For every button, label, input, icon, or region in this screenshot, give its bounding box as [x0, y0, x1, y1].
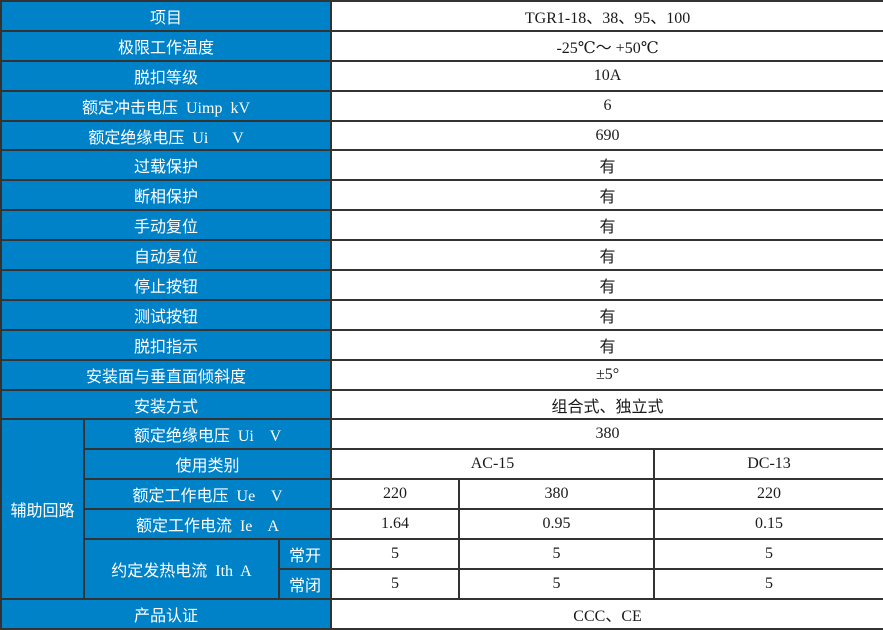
row-value: 有 [330, 209, 883, 242]
row-value: 有 [330, 298, 883, 331]
row-value: 690 [330, 119, 883, 152]
thermal-no-label: 常开 [277, 538, 333, 570]
row-label: 脱扣指示 [0, 328, 333, 361]
row-label: 额定绝缘电压 Ui V [82, 418, 333, 451]
row-value: 有 [330, 239, 883, 272]
row-value: 6 [330, 89, 883, 122]
aux-row-thermal-current-nc: 常闭 5 5 5 [1, 567, 883, 600]
thermal-nc-value-1: 5 [330, 567, 461, 600]
spec-row-trip-indication: 脱扣指示 有 [0, 328, 883, 361]
aux-row-utilization-category: 使用类别 AC-15 DC-13 [1, 448, 883, 481]
row-value: CCC、CE [330, 597, 883, 630]
category-ac-value: AC-15 [330, 448, 656, 481]
thermal-nc-value-2: 5 [458, 567, 656, 600]
row-label: 额定绝缘电压 Ui V [0, 119, 333, 152]
row-value: 有 [330, 149, 883, 182]
spec-row-mounting-tilt: 安装面与垂直面倾斜度 ±5° [0, 358, 883, 391]
spec-row-stop-button: 停止按钮 有 [0, 269, 883, 301]
spec-row-item: 项目 TGR1-18、38、95、100 [0, 0, 883, 32]
row-label: 使用类别 [82, 448, 333, 481]
row-label: 额定冲击电压 Uimp kV [0, 89, 333, 122]
row-label: 手动复位 [0, 209, 333, 242]
voltage-value-1: 220 [330, 478, 461, 511]
row-label: 极限工作温度 [0, 29, 333, 62]
voltage-value-3: 220 [653, 478, 883, 511]
row-value: 380 [330, 418, 883, 451]
aux-row-thermal-current-no: 约定发热电流 Ith A 常开 5 5 5 [1, 538, 883, 600]
row-label: 停止按钮 [0, 269, 333, 301]
spec-row-insulation-voltage: 额定绝缘电压 Ui V 690 [0, 119, 883, 152]
row-value: TGR1-18、38、95、100 [330, 0, 883, 32]
thermal-no-value-2: 5 [458, 538, 656, 570]
row-label: 约定发热电流 Ith A [83, 538, 280, 600]
spec-row-trip-class: 脱扣等级 10A [0, 59, 883, 92]
current-value-3: 0.15 [653, 508, 883, 541]
thermal-no-value-3: 5 [653, 538, 883, 570]
spec-row-auto-reset: 自动复位 有 [0, 239, 883, 272]
current-value-2: 0.95 [458, 508, 656, 541]
spec-row-impulse-voltage: 额定冲击电压 Uimp kV 6 [0, 89, 883, 122]
current-value-1: 1.64 [330, 508, 461, 541]
row-label: 项目 [0, 0, 333, 32]
row-value: 有 [330, 328, 883, 361]
row-label: 自动复位 [0, 239, 333, 272]
row-label: 额定工作电压 Ue V [82, 478, 333, 511]
aux-row-operating-voltage: 额定工作电压 Ue V 220 380 220 [1, 478, 883, 511]
row-value: ±5° [330, 358, 883, 391]
thermal-nc-label: 常闭 [277, 567, 333, 600]
row-label: 断相保护 [0, 179, 333, 212]
spec-row-mounting-type: 安装方式 组合式、独立式 [0, 388, 883, 421]
row-label: 测试按钮 [0, 298, 333, 331]
spec-row-manual-reset: 手动复位 有 [0, 209, 883, 242]
row-label: 产品认证 [0, 597, 333, 630]
spec-row-test-button: 测试按钮 有 [0, 298, 883, 331]
row-label: 过载保护 [0, 149, 333, 182]
row-value: 组合式、独立式 [330, 388, 883, 421]
category-dc-value: DC-13 [653, 448, 883, 481]
row-label: 脱扣等级 [0, 59, 333, 92]
row-label: 额定工作电流 Ie A [82, 508, 333, 541]
voltage-value-2: 380 [458, 478, 656, 511]
row-value: -25℃～ +50℃ [330, 29, 883, 62]
row-value: 有 [330, 179, 883, 212]
spec-row-temperature: 极限工作温度 -25℃～ +50℃ [0, 29, 883, 62]
aux-row-operating-current: 额定工作电流 Ie A 1.64 0.95 0.15 [1, 508, 883, 541]
row-label: 安装面与垂直面倾斜度 [0, 358, 333, 391]
spec-row-overload-protection: 过载保护 有 [0, 149, 883, 182]
row-value: 有 [330, 269, 883, 301]
spec-row-phase-failure-protection: 断相保护 有 [0, 179, 883, 212]
row-value: 10A [330, 59, 883, 92]
thermal-no-value-1: 5 [330, 538, 461, 570]
thermal-nc-value-3: 5 [653, 567, 883, 600]
aux-row-insulation: 辅助回路 额定绝缘电压 Ui V 380 [0, 418, 883, 600]
spec-row-certification: 产品认证 CCC、CE [0, 597, 883, 630]
row-label: 安装方式 [0, 388, 333, 421]
aux-group-label: 辅助回路 [0, 418, 85, 600]
